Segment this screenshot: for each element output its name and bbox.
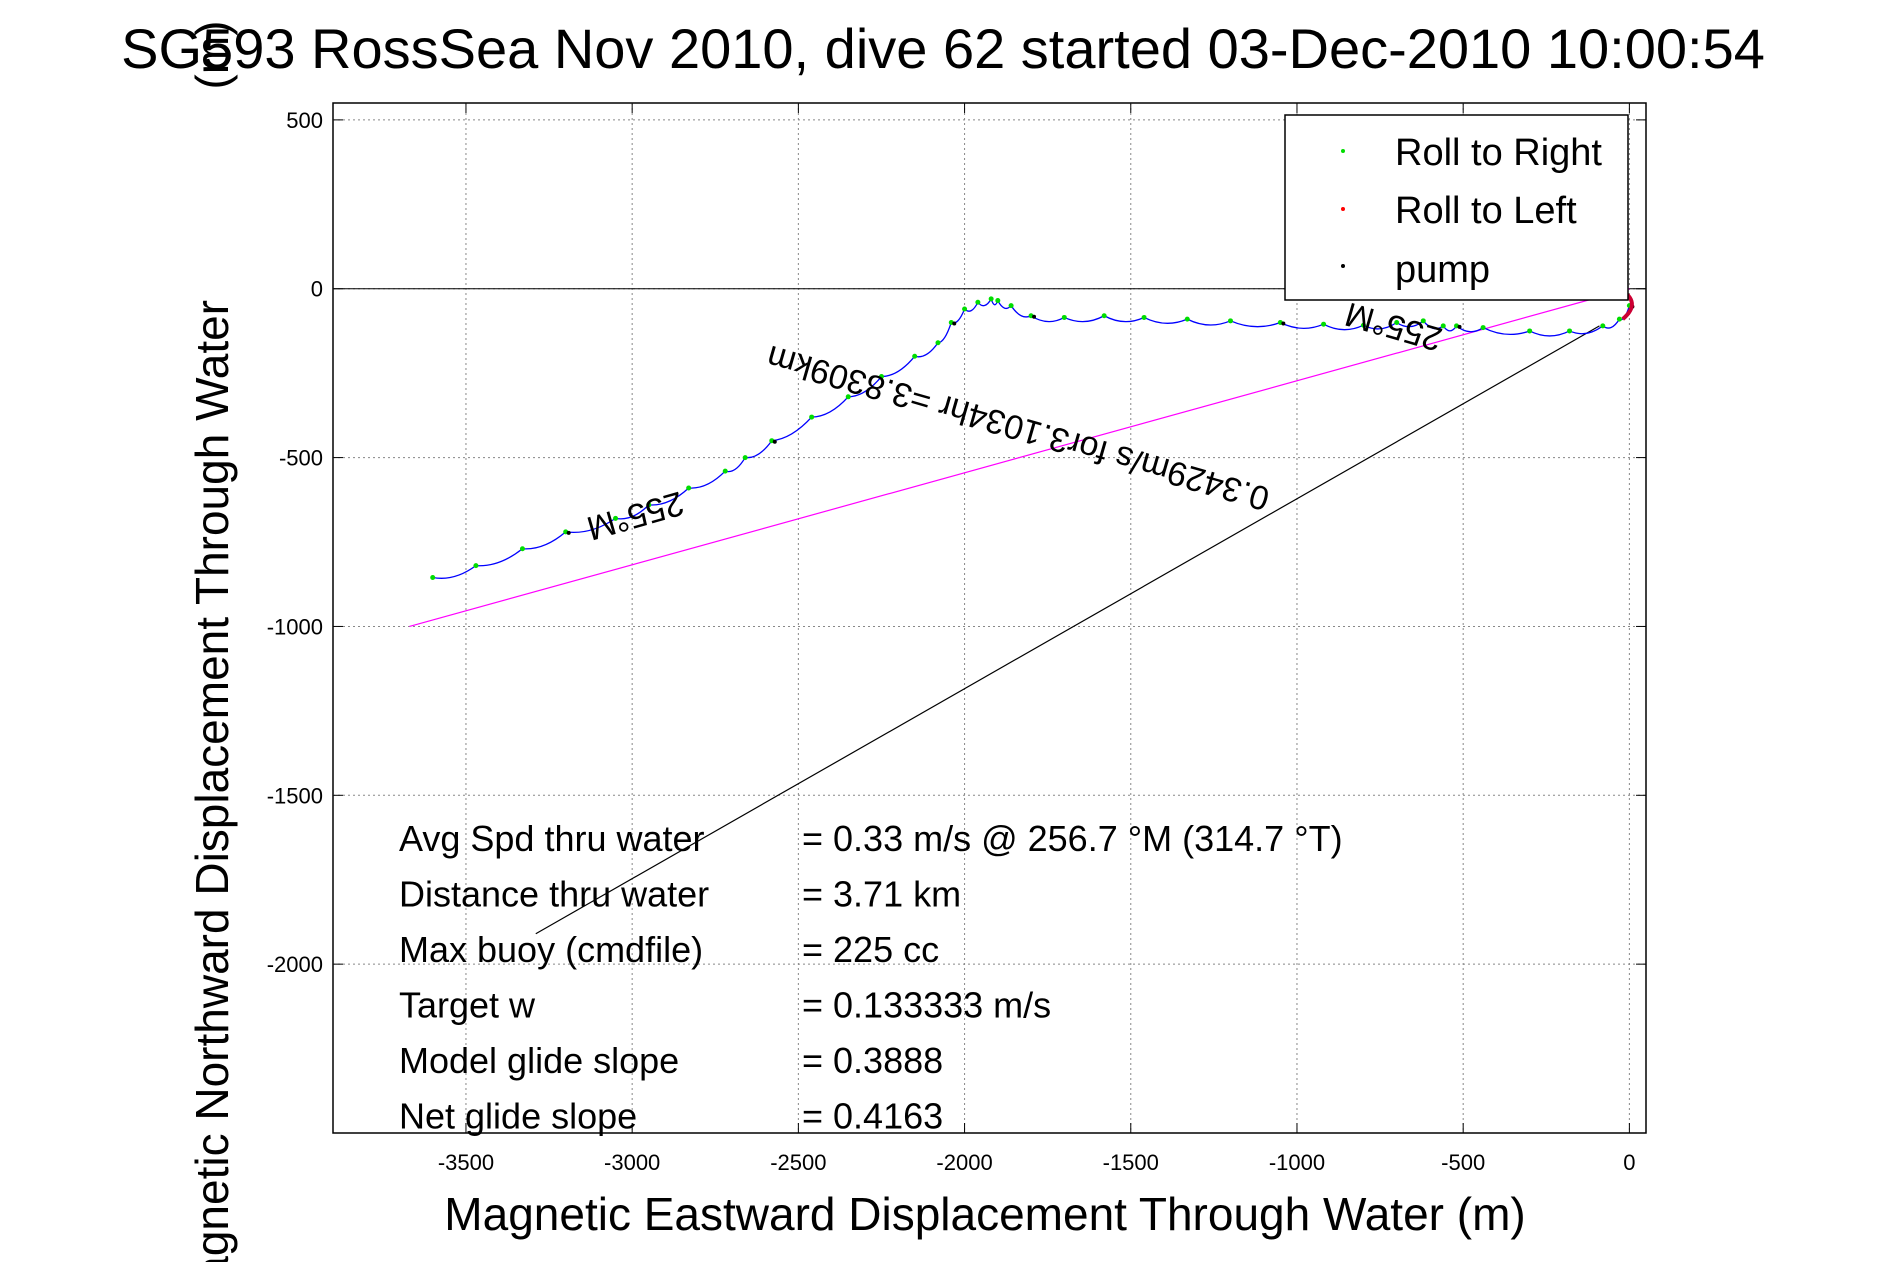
x-tick-label: -3500: [438, 1150, 494, 1175]
roll-right-point: [878, 374, 884, 380]
axis-ticks: -3500 -3000 -2500 -2000 -1500 -1000 -500 0 500 0 -…: [267, 103, 1646, 1175]
roll-right-point: [646, 502, 652, 508]
roll-right-point: [1440, 323, 1446, 329]
pump-point: [1281, 321, 1286, 326]
pump-point: [1032, 314, 1037, 319]
x-tick-label: -3000: [604, 1150, 660, 1175]
current-line: [535, 325, 1600, 935]
roll-right-point: [722, 468, 728, 474]
chart-title: SG593 RossSea Nov 2010, dive 62 started …: [121, 17, 1765, 80]
y-axis-label: Magnetic Northward Displacement Through …: [186, 300, 238, 1262]
x-tick-label: 0: [1623, 1150, 1635, 1175]
roll-right-point: [519, 546, 525, 552]
y-axis-label-unit: (m): [186, 21, 238, 90]
y-tick-label: -2000: [267, 952, 323, 977]
track-line: [432, 297, 1631, 579]
x-axis-label: Magnetic Eastward Displacement Through W…: [444, 1188, 1525, 1240]
stat-label: Avg Spd thru water: [399, 818, 705, 859]
x-tick-label: -1000: [1269, 1150, 1325, 1175]
stat-value: = 0.33 m/s @ 256.7 °M (314.7 °T): [802, 818, 1343, 859]
roll-right-point: [1321, 321, 1327, 327]
roll-right-point: [1101, 313, 1107, 319]
stat-label: Target w: [399, 985, 536, 1026]
pump-point: [772, 439, 777, 444]
legend-marker-pump: [1341, 264, 1345, 268]
stat-value: = 3.71 km: [802, 874, 961, 915]
y-tick-label: 500: [286, 108, 323, 133]
stat-value: = 225 cc: [802, 929, 939, 970]
stat-value: = 0.4163: [802, 1096, 943, 1137]
legend: Roll to Right Roll to Left pump: [1284, 114, 1629, 301]
roll-right-point: [1141, 314, 1147, 320]
stat-label: Net glide slope: [399, 1096, 637, 1137]
roll-right-point: [975, 299, 981, 305]
roll-right-point: [1616, 316, 1622, 322]
roll-right-point: [1480, 325, 1486, 331]
roll-right-point: [1600, 323, 1606, 329]
stat-label: Max buoy (cmdfile): [399, 929, 703, 970]
y-tick-label: -1500: [267, 783, 323, 808]
roll-right-point: [1184, 316, 1190, 322]
roll-right-point: [1227, 318, 1233, 324]
roll-right-point: [742, 455, 748, 461]
roll-right-point: [962, 306, 968, 312]
x-tick-label: -500: [1441, 1150, 1485, 1175]
roll-right-point: [1527, 328, 1533, 334]
roll-right-point: [613, 515, 619, 521]
roll-right-point: [912, 353, 918, 359]
roll-right-point: [935, 340, 941, 346]
legend-marker-roll-right: [1341, 149, 1345, 153]
legend-label-roll-right: Roll to Right: [1395, 132, 1602, 174]
x-tick-label: -2500: [770, 1150, 826, 1175]
heading-line: [409, 288, 1630, 628]
roll-right-point: [988, 296, 994, 302]
stats-block: Avg Spd thru water = 0.33 m/s @ 256.7 °M …: [399, 818, 1343, 1137]
roll-right-point: [430, 574, 436, 580]
stat-label: Model glide slope: [399, 1040, 679, 1081]
roll-right-point: [1394, 320, 1400, 326]
pump-point: [566, 530, 571, 535]
roll-right-point: [809, 414, 815, 420]
roll-right-point: [686, 485, 692, 491]
roll-right-point: [1420, 318, 1426, 324]
roll-right-point: [1008, 303, 1014, 309]
x-tick-label: -2000: [936, 1150, 992, 1175]
stat-value: = 0.133333 m/s: [802, 985, 1051, 1026]
pump-point: [1457, 324, 1462, 329]
pump-point: [952, 321, 957, 326]
legend-label-roll-left: Roll to Left: [1395, 190, 1577, 232]
y-tick-label: 0: [311, 277, 323, 302]
legend-label-pump: pump: [1395, 249, 1490, 291]
stat-value: = 0.3888: [802, 1040, 943, 1081]
stat-label: Distance thru water: [399, 874, 709, 915]
roll-right-point: [995, 298, 1001, 304]
y-tick-label: -1000: [267, 614, 323, 639]
roll-right-point: [1360, 322, 1366, 328]
x-tick-label: -1500: [1103, 1150, 1159, 1175]
roll-right-point: [1061, 314, 1067, 320]
legend-marker-roll-left: [1341, 207, 1345, 211]
roll-right-point: [1567, 328, 1573, 334]
roll-right-point: [845, 394, 851, 400]
roll-right-point: [473, 563, 479, 569]
y-tick-label: -500: [279, 446, 323, 471]
